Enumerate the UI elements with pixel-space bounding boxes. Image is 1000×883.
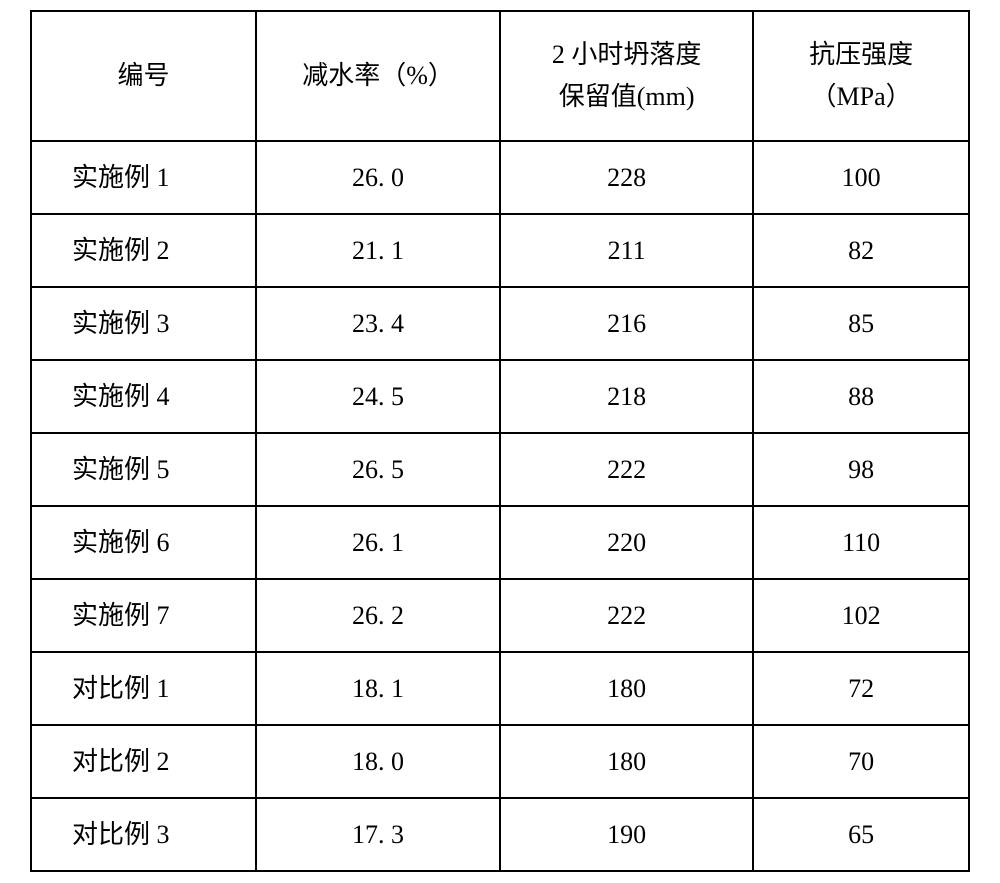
row-label: 对比例 1 [31, 652, 256, 725]
row-v1: 24. 5 [256, 360, 500, 433]
row-v3: 70 [753, 725, 969, 798]
row-v3: 110 [753, 506, 969, 579]
row-v1: 23. 4 [256, 287, 500, 360]
row-v3: 102 [753, 579, 969, 652]
row-v1: 18. 0 [256, 725, 500, 798]
row-label: 实施例 6 [31, 506, 256, 579]
table-row: 实施例 126. 0228100 [31, 141, 969, 214]
row-v3: 88 [753, 360, 969, 433]
row-v2: 180 [500, 725, 753, 798]
row-v2: 190 [500, 798, 753, 871]
table-row: 对比例 118. 118072 [31, 652, 969, 725]
row-v1: 18. 1 [256, 652, 500, 725]
row-label: 实施例 4 [31, 360, 256, 433]
table-row: 实施例 323. 421685 [31, 287, 969, 360]
table-row: 实施例 424. 521888 [31, 360, 969, 433]
header-label: 编号 [31, 11, 256, 141]
table-row: 实施例 726. 2222102 [31, 579, 969, 652]
data-table: 编号 减水率（%） 2 小时坍落度保留值(mm) 抗压强度（MPa） 实施例 1… [30, 10, 970, 872]
row-v1: 26. 2 [256, 579, 500, 652]
header-v3: 抗压强度（MPa） [753, 11, 969, 141]
row-label: 实施例 7 [31, 579, 256, 652]
row-v1: 21. 1 [256, 214, 500, 287]
row-v3: 72 [753, 652, 969, 725]
row-v2: 218 [500, 360, 753, 433]
header-v1: 减水率（%） [256, 11, 500, 141]
row-label: 实施例 3 [31, 287, 256, 360]
row-v2: 216 [500, 287, 753, 360]
row-v1: 26. 1 [256, 506, 500, 579]
row-v3: 85 [753, 287, 969, 360]
row-v3: 82 [753, 214, 969, 287]
row-v2: 228 [500, 141, 753, 214]
row-v3: 98 [753, 433, 969, 506]
row-v1: 26. 0 [256, 141, 500, 214]
row-v1: 17. 3 [256, 798, 500, 871]
table-row: 实施例 221. 121182 [31, 214, 969, 287]
row-v2: 180 [500, 652, 753, 725]
row-v2: 222 [500, 433, 753, 506]
row-label: 实施例 2 [31, 214, 256, 287]
table-row: 实施例 626. 1220110 [31, 506, 969, 579]
row-v3: 100 [753, 141, 969, 214]
row-v1: 26. 5 [256, 433, 500, 506]
row-label: 对比例 3 [31, 798, 256, 871]
row-label: 实施例 1 [31, 141, 256, 214]
table-row: 实施例 526. 522298 [31, 433, 969, 506]
table-row: 对比例 317. 319065 [31, 798, 969, 871]
row-v2: 211 [500, 214, 753, 287]
table-header-row: 编号 减水率（%） 2 小时坍落度保留值(mm) 抗压强度（MPa） [31, 11, 969, 141]
row-v2: 222 [500, 579, 753, 652]
row-label: 实施例 5 [31, 433, 256, 506]
row-v2: 220 [500, 506, 753, 579]
row-label: 对比例 2 [31, 725, 256, 798]
header-v2: 2 小时坍落度保留值(mm) [500, 11, 753, 141]
row-v3: 65 [753, 798, 969, 871]
table-row: 对比例 218. 018070 [31, 725, 969, 798]
table-body: 实施例 126. 0228100实施例 221. 121182实施例 323. … [31, 141, 969, 871]
